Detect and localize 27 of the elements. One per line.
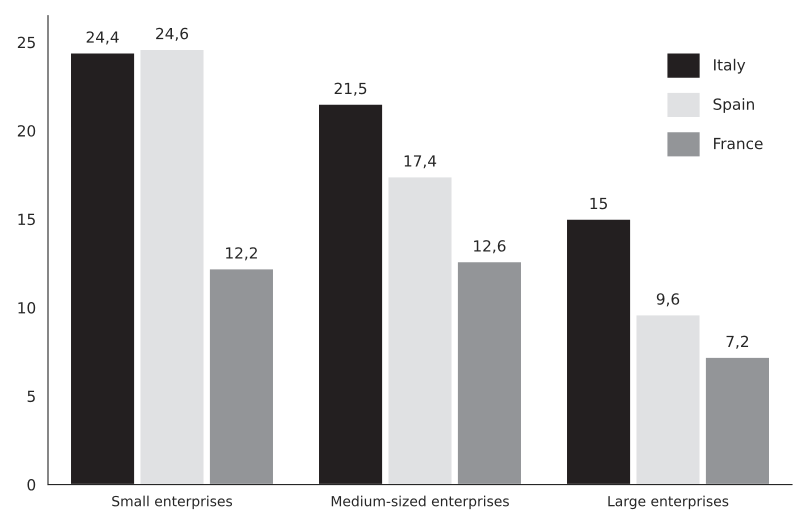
bar	[387, 176, 453, 485]
legend-label: Italy	[714, 58, 746, 74]
data-label: 17,4	[404, 155, 436, 168]
bar	[139, 48, 205, 485]
y-tick-label: 0	[27, 478, 36, 491]
x-tick-label: Medium-sized enterprises	[332, 496, 509, 510]
bar	[704, 356, 770, 485]
data-label: 15	[590, 198, 607, 210]
y-tick-label: 10	[18, 302, 36, 314]
bar	[635, 314, 701, 485]
data-label: 7,2	[726, 336, 748, 349]
data-label: 9,6	[656, 293, 680, 306]
bar	[208, 268, 274, 485]
data-label: 12,6	[474, 240, 506, 254]
data-label: 24,4	[86, 31, 119, 44]
y-tick-label: 20	[18, 125, 36, 137]
bar	[456, 260, 522, 485]
legend-label: France	[714, 138, 763, 150]
data-label: 12,2	[226, 247, 257, 260]
data-label: 21,5	[334, 82, 366, 96]
x-tick-label: Large enterprises	[608, 496, 728, 510]
x-tick-label: Small enterprises	[112, 496, 232, 510]
y-tick-label: 25	[18, 36, 35, 48]
y-tick-label: 15	[18, 214, 35, 226]
legend-label: Spain	[714, 98, 754, 113]
y-tick-label: 5	[28, 390, 35, 402]
data-label: 24,6	[156, 28, 188, 41]
